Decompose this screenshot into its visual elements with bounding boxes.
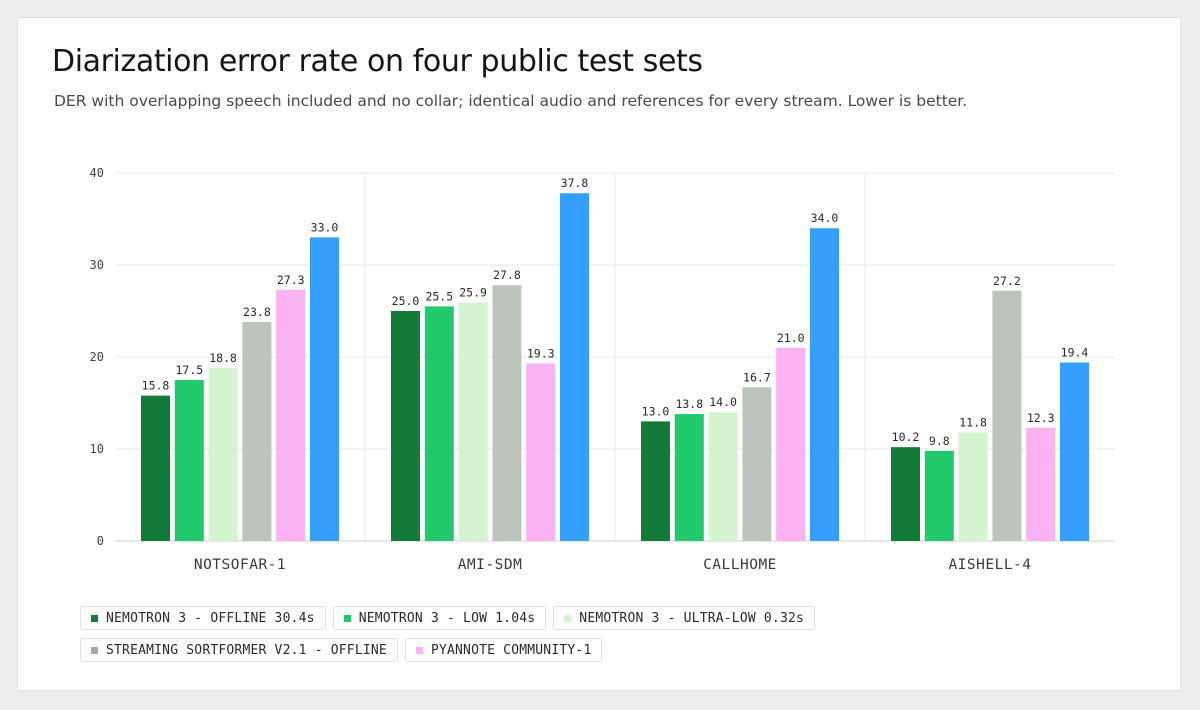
bar-ami-sdm-s5 bbox=[526, 363, 556, 541]
legend-swatch bbox=[564, 614, 572, 622]
chart-title: Diarization error rate on four public te… bbox=[52, 44, 703, 79]
bar-aishell-4-s1 bbox=[891, 447, 920, 541]
data-label: 27.3 bbox=[277, 273, 305, 287]
bar-ami-sdm-s2 bbox=[424, 306, 454, 541]
data-label: 25.5 bbox=[425, 289, 453, 303]
bar-notsofar-1-s4 bbox=[242, 322, 272, 541]
bar-callhome-s2 bbox=[674, 414, 704, 541]
legend-item: PYANNOTE COMMUNITY-1 bbox=[404, 638, 603, 662]
bar-callhome-s3 bbox=[708, 412, 738, 541]
bar-aishell-4-s6 bbox=[1060, 362, 1089, 541]
bar-aishell-4-s3 bbox=[958, 432, 988, 541]
data-label: 25.0 bbox=[392, 294, 420, 308]
data-label: 17.5 bbox=[175, 363, 203, 377]
legend-label: NEMOTRON 3 - OFFLINE 30.4s bbox=[106, 610, 315, 626]
x-tick-label: CALLHOME bbox=[703, 557, 777, 573]
data-label: 18.8 bbox=[209, 351, 237, 365]
bar-chart: 0 10 20 30 40 15.8 17.5 18.8 23.8 27.3 33.0 25.0 25… bbox=[90, 166, 1115, 573]
bar-notsofar-1-s3 bbox=[208, 368, 238, 541]
bar-notsofar-1-s1 bbox=[141, 395, 170, 541]
legend-label: NEMOTRON 3 - LOW 1.04s bbox=[358, 610, 536, 626]
bar-ami-sdm-s1 bbox=[391, 311, 420, 541]
bar-callhome-s5 bbox=[776, 347, 806, 541]
legend-label: PYANNOTE COMMUNITY-1 bbox=[430, 642, 592, 658]
x-axis: NOTSOFAR-1 AMI-SDM CALLHOME AISHELL-4 bbox=[194, 557, 1031, 573]
bar-ami-sdm-s3 bbox=[458, 302, 488, 541]
bar-notsofar-1-s5 bbox=[276, 289, 306, 541]
chart-card: Diarization error rate on four public te… bbox=[17, 17, 1181, 691]
data-label: 13.0 bbox=[642, 404, 670, 418]
bar-callhome-s1 bbox=[641, 421, 670, 541]
legend-swatch bbox=[415, 646, 423, 654]
data-label: 27.2 bbox=[993, 274, 1021, 288]
bar-aishell-4-s5 bbox=[1026, 427, 1056, 541]
bar-notsofar-1-s6 bbox=[310, 237, 339, 541]
y-tick-label: 20 bbox=[90, 350, 104, 364]
bar-notsofar-1-s2 bbox=[174, 380, 204, 541]
data-label: 33.0 bbox=[311, 220, 339, 234]
x-tick-label: AMI-SDM bbox=[458, 557, 523, 573]
y-tick-label: 30 bbox=[90, 258, 104, 272]
legend: NEMOTRON 3 - OFFLINE 30.4s NEMOTRON 3 - L… bbox=[80, 606, 940, 662]
legend-label: STREAMING SORTFORMER V2.1 - OFFLINE bbox=[106, 642, 387, 658]
legend-swatch bbox=[91, 614, 98, 622]
data-label: 12.3 bbox=[1027, 411, 1055, 425]
legend-label: NEMOTRON 3 - ULTRA-LOW 0.32s bbox=[579, 610, 805, 626]
data-label: 10.2 bbox=[892, 430, 920, 444]
bar-callhome-s4 bbox=[742, 387, 772, 541]
data-label: 16.7 bbox=[743, 370, 771, 384]
legend-item: NEMOTRON 3 - LOW 1.04s bbox=[332, 606, 547, 630]
data-label: 27.8 bbox=[493, 268, 521, 282]
chart-subtitle: DER with overlapping speech included and… bbox=[54, 92, 968, 110]
legend-item: STREAMING SORTFORMER V2.1 - OFFLINE bbox=[80, 638, 398, 662]
bar-aishell-4-s2 bbox=[924, 450, 954, 541]
y-axis: 0 10 20 30 40 bbox=[90, 166, 104, 548]
x-tick-label: NOTSOFAR-1 bbox=[194, 557, 286, 573]
y-tick-label: 0 bbox=[97, 534, 104, 548]
data-label: 37.8 bbox=[561, 176, 589, 190]
y-tick-label: 10 bbox=[90, 442, 104, 456]
data-label: 21.0 bbox=[777, 331, 805, 345]
bar-aishell-4-s4 bbox=[992, 290, 1022, 541]
data-label: 14.0 bbox=[709, 395, 737, 409]
bar-ami-sdm-s4 bbox=[492, 285, 522, 541]
data-label: 11.8 bbox=[959, 415, 987, 429]
bar-ami-sdm-s6 bbox=[560, 193, 589, 542]
data-label: 19.4 bbox=[1061, 346, 1089, 360]
data-label: 23.8 bbox=[243, 305, 271, 319]
data-label: 19.3 bbox=[527, 346, 555, 360]
data-label: 13.8 bbox=[675, 397, 703, 411]
y-tick-label: 40 bbox=[90, 166, 104, 180]
data-label: 25.9 bbox=[459, 286, 487, 300]
data-label: 34.0 bbox=[811, 211, 839, 225]
data-label: 15.8 bbox=[142, 379, 170, 393]
bar-callhome-s6 bbox=[810, 228, 839, 541]
legend-swatch bbox=[91, 646, 98, 654]
bars: 15.8 17.5 18.8 23.8 27.3 33.0 25.0 25.5 25.9 27.8… bbox=[141, 176, 1089, 542]
x-tick-label: AISHELL-4 bbox=[948, 557, 1031, 573]
legend-item: NEMOTRON 3 - ULTRA-LOW 0.32s bbox=[553, 606, 816, 630]
data-label: 9.8 bbox=[929, 434, 950, 448]
legend-item: NEMOTRON 3 - OFFLINE 30.4s bbox=[80, 606, 326, 630]
legend-swatch bbox=[343, 614, 351, 622]
